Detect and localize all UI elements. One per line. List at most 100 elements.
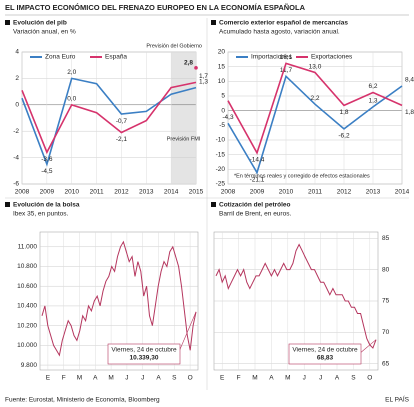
y-tick-label: 2 [15, 75, 19, 82]
data-label: 2,2 [310, 95, 319, 102]
header-square [5, 202, 10, 207]
x-tick-label: M [252, 375, 257, 382]
x-tick-label: 2014 [395, 189, 410, 196]
legend-label: Importaciones [251, 54, 293, 61]
y-tick-label: 80 [382, 266, 390, 273]
chart-title: Comercio exterior español de mercancías [219, 20, 348, 27]
chart-subtitle: Ibex 35, en puntos. [13, 211, 68, 218]
y-tick-label: 10.400 [17, 303, 37, 310]
legend-label: España [105, 54, 127, 61]
plot-area [21, 51, 197, 185]
x-tick-label: 2010 [64, 189, 79, 196]
data-label: -4,3 [222, 114, 234, 121]
y-tick-label: 10.200 [17, 322, 37, 329]
data-label: 13,0 [309, 63, 322, 70]
data-label: 1,3 [368, 98, 377, 105]
data-label: 1,8 [339, 109, 348, 116]
chart-subtitle: Acumulado hasta agosto, variación anual. [219, 29, 340, 36]
data-label: 16,1 [280, 54, 293, 61]
y-tick-label: -10 [216, 137, 226, 144]
annotation-date: Viernes, 24 de octubre [111, 347, 177, 354]
annotation-leader [177, 311, 197, 355]
data-label: 2,0 [67, 69, 76, 76]
data-label: -2,1 [116, 136, 128, 143]
series-line [215, 243, 377, 349]
chart-subtitle: Variación anual, en % [13, 29, 76, 36]
y-tick-label: -2 [13, 128, 19, 135]
y-tick-label: 65 [382, 360, 390, 367]
x-tick-label: F [237, 375, 241, 382]
annotation: Previsión FMI [167, 136, 201, 142]
x-tick-label: O [367, 375, 372, 382]
header-square [211, 202, 216, 207]
series-line [21, 81, 197, 155]
forecast-point [194, 66, 198, 70]
data-label: 8,4 [405, 77, 414, 84]
x-tick-label: 2011 [90, 189, 104, 196]
chart-subtitle: Barril de Brent, en euros. [219, 211, 291, 218]
x-tick-label: E [46, 375, 51, 382]
data-label: 11,7 [280, 67, 293, 74]
y-tick-label: 4 [15, 49, 19, 56]
x-tick-label: 2012 [114, 189, 129, 196]
page-title: EL IMPACTO ECONÓMICO DEL FRENAZO EUROPEO… [5, 3, 306, 12]
x-tick-label: S [351, 375, 356, 382]
header-square [211, 20, 216, 25]
series-line [21, 77, 197, 167]
data-label: -21,1 [250, 176, 265, 183]
annotation-box [288, 343, 362, 365]
y-tick-label: -20 [216, 166, 226, 173]
header-square [5, 20, 10, 25]
y-tick-label: 10.800 [17, 263, 37, 270]
data-label: -0,7 [116, 118, 128, 125]
x-tick-label: M [77, 375, 82, 382]
x-tick-label: J [303, 375, 306, 382]
y-tick-label: 11.000 [18, 244, 38, 251]
y-tick-label: 85 [382, 235, 390, 242]
y-tick-label: 5 [221, 93, 225, 100]
y-tick-label: 0 [15, 102, 19, 109]
x-tick-label: O [188, 375, 193, 382]
legend-label: Zona Euro [45, 54, 76, 61]
series-line [41, 240, 197, 357]
source: Fuente: Eurostat, Ministerio de Economía… [5, 397, 160, 404]
x-tick-label: A [93, 375, 98, 382]
x-tick-label: 2011 [308, 189, 322, 196]
y-tick-label: -6 [13, 181, 19, 188]
x-tick-label: 2008 [221, 189, 236, 196]
x-tick-label: 2013 [139, 189, 154, 196]
x-tick-label: 2010 [279, 189, 294, 196]
annotation-date: Viernes, 24 de octubre [292, 347, 358, 354]
forecast-shade [171, 52, 196, 184]
data-label: 1,8 [405, 109, 414, 116]
annotation-value: 10.339,30 [130, 355, 159, 362]
chart-title: Evolución del pib [13, 20, 67, 27]
y-tick-label: 10 [218, 78, 226, 85]
y-tick-label: 70 [382, 329, 390, 336]
x-tick-label: J [125, 375, 128, 382]
x-tick-label: J [319, 375, 322, 382]
y-tick-label: 0 [221, 107, 225, 114]
legend-label: Exportaciones [311, 54, 353, 61]
x-tick-label: 2013 [366, 189, 381, 196]
data-label: -4,5 [41, 168, 53, 175]
series-line [227, 62, 403, 155]
x-tick-label: A [335, 375, 340, 382]
y-tick-label: -25 [216, 181, 226, 188]
credit: EL PAÍS [385, 395, 410, 404]
data-label: 6,2 [368, 83, 377, 90]
y-tick-label: 10.600 [17, 283, 37, 290]
x-tick-label: F [62, 375, 66, 382]
annotation-value: 68,83 [317, 355, 334, 362]
data-label: -14,4 [250, 157, 265, 164]
forecast-label: 2,8 [184, 60, 193, 67]
x-tick-label: A [156, 375, 161, 382]
y-tick-label: -5 [219, 122, 225, 129]
data-label: 1,3 [199, 78, 208, 85]
x-tick-label: M [108, 375, 113, 382]
y-tick-label: 20 [218, 49, 226, 56]
series-line [227, 74, 403, 175]
y-tick-label: -15 [216, 151, 226, 158]
x-tick-label: S [172, 375, 177, 382]
annotation-box [107, 343, 181, 365]
